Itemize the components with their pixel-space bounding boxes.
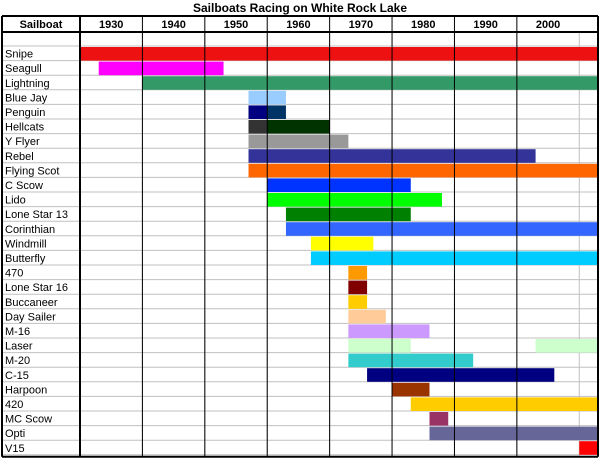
bar-segment [410, 397, 598, 411]
bar-segment [348, 295, 368, 309]
sailboat-label: 470 [5, 268, 23, 280]
sailboat-label: 420 [5, 399, 23, 411]
bar-segment [429, 412, 449, 426]
sailboat-label: Day Sailer [5, 311, 56, 323]
sailboat-label: Buccaneer [5, 297, 58, 309]
sailboat-label: C-15 [5, 370, 29, 382]
bar-segment [429, 426, 598, 441]
decade-label: 1990 [473, 19, 497, 31]
bar-segment [142, 76, 598, 90]
sailboat-label: M-16 [5, 326, 30, 338]
bar-segment [248, 163, 598, 178]
sailboat-label: Lone Star 13 [5, 209, 68, 221]
sailboat-label: Blue Jay [5, 92, 48, 104]
bar-segment [267, 178, 411, 192]
bar-segment [348, 309, 386, 324]
decade-label: 1980 [411, 19, 435, 31]
decade-label: 2000 [536, 19, 560, 31]
sailboat-label: Penguin [5, 107, 45, 119]
sailboat-label: C Scow [5, 180, 43, 192]
bar-segment [348, 280, 368, 295]
bar-segment [98, 61, 224, 76]
sailboat-label: Windmill [5, 238, 47, 250]
sailboat-label: Snipe [5, 49, 33, 61]
bar-segment [285, 207, 411, 222]
bar-segment [310, 236, 374, 251]
decade-label: 1950 [224, 19, 248, 31]
bar-segment [348, 353, 474, 368]
decade-label: 1970 [349, 19, 373, 31]
bar-segment [348, 339, 411, 353]
sailboat-label: Seagull [5, 63, 42, 75]
bar-segment [248, 120, 268, 134]
sailboat-label: MC Scow [5, 414, 52, 426]
bar-segment [285, 222, 598, 236]
decade-label: 1940 [161, 19, 185, 31]
bar-segment [80, 47, 598, 61]
sailboat-label: Lone Star 16 [5, 282, 68, 294]
sailboat-label: M-20 [5, 355, 30, 367]
header-band [2, 16, 598, 32]
bar-segment [248, 134, 349, 149]
sailboat-label: Lightning [5, 78, 50, 90]
row-header-label: Sailboat [20, 19, 63, 31]
sailboat-label: Butterfly [5, 253, 46, 265]
bar-segment [367, 368, 555, 382]
sailboat-label: Lido [5, 195, 26, 207]
bar-segment [267, 193, 442, 207]
bar-segment [348, 266, 368, 280]
bar-segment [579, 441, 598, 455]
bar-segment [248, 105, 268, 119]
sailboat-label: Corinthian [5, 224, 55, 236]
bar-segment [267, 120, 330, 134]
bar-segment [267, 105, 286, 119]
sailboat-label: Opti [5, 428, 25, 440]
sailboat-label: Laser [5, 341, 33, 353]
sailboat-label: Harpoon [5, 384, 47, 396]
sailboat-label: Flying Scot [5, 165, 59, 177]
sailboat-label: Rebel [5, 151, 34, 163]
bar-segment [348, 324, 430, 338]
sailboat-label: Y Flyer [5, 136, 40, 148]
sailboat-label: Hellcats [5, 122, 45, 134]
bar-segment [535, 339, 598, 353]
bar-segment [392, 382, 430, 397]
sailboat-label: V15 [5, 443, 25, 455]
decade-label: 1930 [99, 19, 123, 31]
chart-title: Sailboats Racing on White Rock Lake [193, 1, 407, 15]
decade-label: 1960 [286, 19, 310, 31]
